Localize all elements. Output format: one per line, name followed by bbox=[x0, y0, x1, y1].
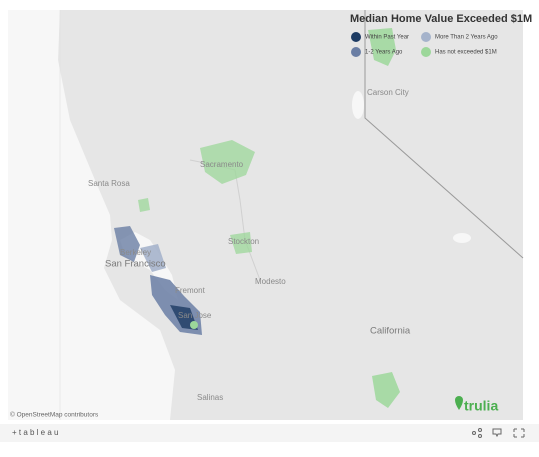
place-label: Berkeley bbox=[120, 248, 151, 257]
legend-label: More Than 2 Years Ago bbox=[435, 35, 498, 41]
cluster bbox=[200, 140, 255, 184]
cluster bbox=[372, 372, 400, 408]
legend-label: Has not exceeded $1M bbox=[435, 50, 497, 56]
fullscreen-button[interactable] bbox=[513, 428, 525, 438]
cluster bbox=[140, 244, 166, 272]
legend: Within Past Year 1-2 Years Ago More Than 2… bbox=[351, 32, 498, 57]
legend-swatch bbox=[421, 47, 431, 57]
cluster bbox=[190, 321, 198, 329]
cluster bbox=[230, 232, 252, 254]
place-label: Fremont bbox=[175, 286, 206, 295]
legend-swatch bbox=[351, 47, 361, 57]
place-label: Stockton bbox=[228, 237, 259, 246]
cluster bbox=[368, 28, 396, 66]
legend-title: Median Home Value Exceeded $1M bbox=[350, 13, 532, 25]
logo: trulia bbox=[464, 398, 498, 414]
attribution: © OpenStreetMap contributors bbox=[10, 411, 99, 419]
ocean bbox=[8, 10, 175, 420]
place-label: Salinas bbox=[197, 393, 223, 402]
clusters bbox=[114, 28, 400, 408]
share-button[interactable] bbox=[472, 428, 482, 438]
toolbar bbox=[0, 424, 539, 442]
place-label: San Jose bbox=[178, 311, 212, 320]
legend-label: Within Past Year bbox=[365, 35, 409, 41]
logo-pin bbox=[455, 396, 463, 410]
lake-tahoe bbox=[352, 91, 364, 119]
place-label: Santa Rosa bbox=[88, 179, 130, 188]
tableau-brand[interactable]: + t a b l e a u bbox=[12, 428, 58, 437]
download-button[interactable] bbox=[492, 428, 502, 438]
legend-swatch bbox=[351, 32, 361, 42]
cluster bbox=[114, 226, 140, 262]
legend-label: 1-2 Years Ago bbox=[365, 50, 403, 56]
place-label: Modesto bbox=[255, 277, 286, 286]
place-label: Sacramento bbox=[200, 160, 244, 169]
place-label: California bbox=[370, 326, 411, 337]
state-border bbox=[364, 10, 524, 259]
lake bbox=[453, 233, 471, 243]
cluster bbox=[138, 198, 150, 212]
legend-swatch bbox=[421, 32, 431, 42]
place-label: Carson City bbox=[367, 88, 409, 97]
place-label: San Francisco bbox=[105, 259, 166, 270]
